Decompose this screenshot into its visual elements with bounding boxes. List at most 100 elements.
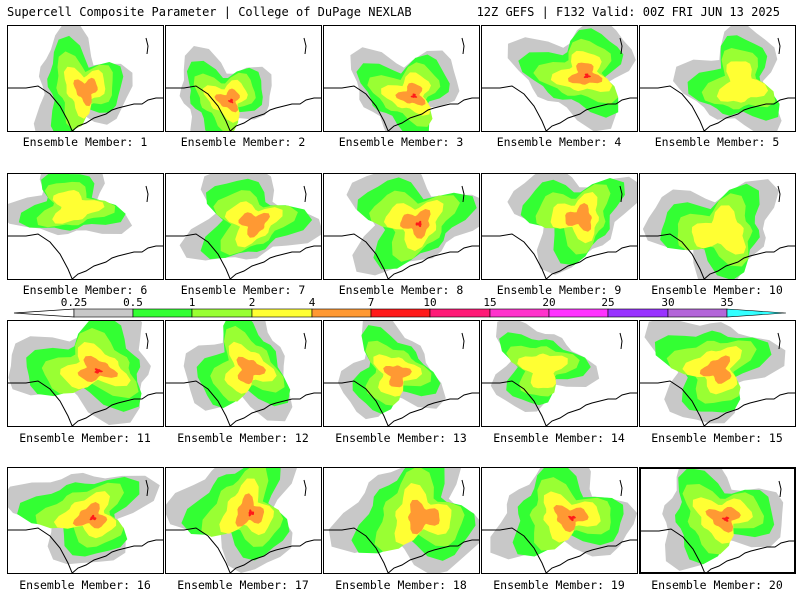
member-map-panel[interactable] [639,173,796,280]
scp-contour-fill [227,98,234,104]
coastline-border [482,233,637,279]
coastline-border [324,233,479,279]
member-label: Ensemble Member: 16 [19,578,151,592]
scp-field-map [640,26,795,131]
scp-contour-fill [415,220,422,228]
member-map-panel[interactable] [165,25,322,132]
scp-field-map [324,174,479,279]
member-map-panel[interactable] [7,173,164,280]
scp-contour-fill [94,368,103,374]
coastline-border [324,85,479,131]
colorbar-swatch [429,308,491,318]
member-label: Ensemble Member: 2 [180,135,306,149]
lake-outline [303,479,307,497]
colorbar-swatch [548,308,609,318]
member-map-panel[interactable] [165,467,322,574]
lake-outline [619,37,623,55]
scp-field-map [641,469,794,572]
member-map-panel[interactable] [639,467,796,574]
member-map-panel[interactable] [323,467,480,574]
lake-outline [461,185,465,203]
member-label: Ensemble Member: 6 [22,283,148,297]
scp-contour-fill [583,73,591,79]
member-map-panel[interactable] [639,320,796,427]
coastline-border [482,527,637,573]
scp-field-map [324,321,479,426]
scp-field-map [166,37,321,131]
coastline-border [8,233,163,279]
member-label: Ensemble Member: 8 [338,283,464,297]
scp-contour-fill [236,356,266,385]
scp-contour-fill [72,502,108,529]
coastline-border [166,233,321,279]
lake-outline [303,332,307,350]
scp-field-map [166,174,321,279]
scp-contour-fill [73,77,98,107]
scp-field-map [166,468,321,573]
colorbar-tick-label: 4 [309,296,316,309]
scp-field-map [8,472,163,573]
colorbar-tick-label: 15 [483,296,496,309]
member-map-panel[interactable] [323,320,480,427]
page-title: Supercell Composite Parameter | College … [7,5,412,19]
colorbar: 0.25 0.5 1 2 4 7 10 15 20 25 30 35 [0,296,800,322]
member-map-panel[interactable] [7,320,164,427]
scp-field-map [324,468,479,573]
member-label: Ensemble Member: 9 [496,283,622,297]
member-map-panel[interactable] [7,467,164,574]
member-map-panel[interactable] [323,173,480,280]
member-label: Ensemble Member: 17 [177,578,309,592]
scp-field-map [324,37,479,131]
lake-outline [145,479,149,497]
lake-outline [145,185,149,203]
member-map-panel[interactable] [481,25,638,132]
scp-field-map [166,321,321,426]
member-map-panel[interactable] [165,173,322,280]
colorbar-graphic: 0.25 0.5 1 2 4 7 10 15 20 25 30 35 [13,296,787,318]
scp-contour-fill [214,88,240,113]
lake-outline [461,479,465,497]
member-map-panel[interactable] [323,25,480,132]
lake-outline [777,332,781,350]
coastline-border [482,380,637,426]
scp-field-map [8,174,163,279]
colorbar-swatch [311,308,372,318]
scp-contour-fill [52,190,105,224]
coastline-border [640,380,795,426]
lake-outline [777,185,781,203]
scp-contour-fill [408,499,440,535]
colorbar-tick-label: 7 [368,296,375,309]
scp-contour-fill [238,212,270,238]
scp-field-map [482,174,637,279]
colorbar-tick-label: 30 [661,296,674,309]
member-label: Ensemble Member: 15 [651,431,783,445]
member-label: Ensemble Member: 10 [651,283,783,297]
scp-contour-fill [705,506,741,533]
colorbar-tick-label: 10 [423,296,436,309]
scp-contour-fill [568,515,576,522]
member-label: Ensemble Member: 4 [496,135,622,149]
scp-contour-fill [691,205,746,255]
member-label: Ensemble Member: 20 [651,578,783,592]
member-map-panel[interactable] [481,173,638,280]
lake-outline [777,37,781,55]
lake-outline [619,479,623,497]
lake-outline [619,332,623,350]
member-map-panel[interactable] [7,25,164,132]
member-label: Ensemble Member: 19 [493,578,625,592]
coastline-border [166,527,321,573]
member-map-panel[interactable] [481,320,638,427]
scp-contour-fill [395,82,426,106]
colorbar-tick-label: 25 [601,296,614,309]
lake-outline [461,37,465,55]
member-map-panel[interactable] [639,25,796,132]
coastline-border [8,380,163,426]
colorbar-swatch [489,308,550,318]
scp-contour-fill [565,203,592,232]
member-map-panel[interactable] [165,320,322,427]
member-map-panel[interactable] [481,467,638,574]
colorbar-swatch [73,308,134,318]
scp-field-map [640,179,795,279]
coastline-border [324,380,479,426]
coastline-border [641,528,794,572]
